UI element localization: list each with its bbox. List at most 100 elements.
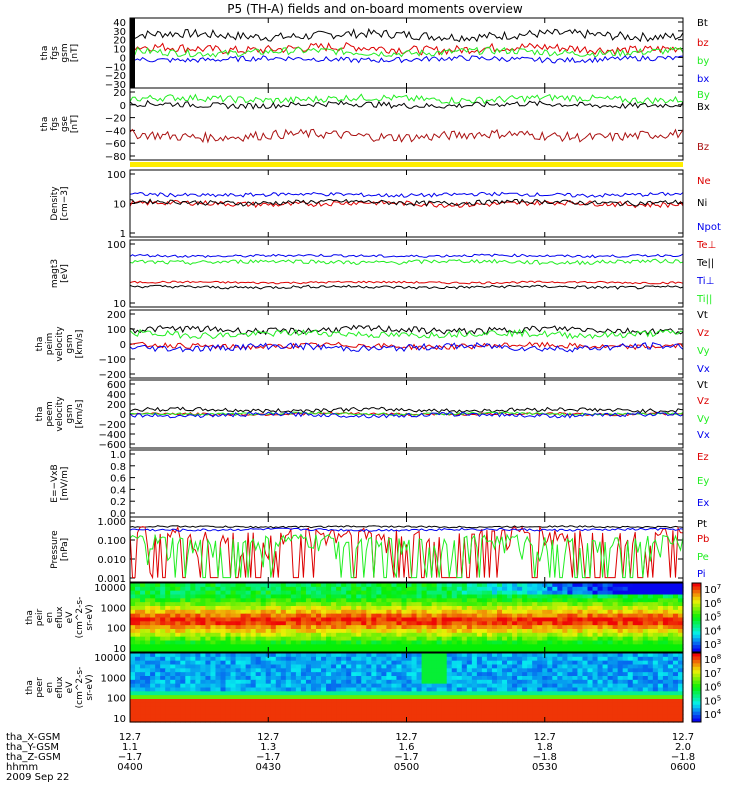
heatmap-cell — [617, 687, 624, 692]
x-tick-label: −1.7 — [118, 752, 142, 763]
heatmap-cell — [582, 660, 589, 666]
heatmap-cell — [255, 606, 262, 611]
heatmap-cell — [285, 644, 292, 649]
heatmap-cell — [215, 609, 222, 615]
heatmap-cell — [562, 629, 568, 634]
heatmap-cell — [391, 602, 398, 607]
heatmap-cell — [456, 617, 463, 622]
heatmap-cell — [456, 613, 463, 619]
heatmap-cell — [260, 583, 267, 588]
heatmap-cell — [270, 636, 277, 642]
heatmap-cell — [677, 706, 684, 712]
heatmap-cell — [496, 606, 503, 611]
heatmap-cell — [562, 683, 568, 689]
heatmap-cell — [562, 586, 568, 592]
heatmap-cell — [502, 632, 508, 638]
heatmap-cell — [471, 648, 478, 653]
heatmap-cell — [491, 632, 498, 638]
heatmap-cell — [215, 683, 222, 689]
heatmap-cell — [130, 606, 136, 611]
heatmap-cell — [220, 602, 227, 607]
heatmap-cell — [436, 602, 443, 607]
heatmap-cell — [316, 668, 322, 673]
heatmap-cell — [532, 679, 538, 685]
heatmap-cell — [552, 606, 558, 611]
heatmap-cell — [356, 676, 362, 681]
heatmap-cell — [275, 660, 282, 666]
heatmap-cell — [160, 640, 166, 645]
heatmap-cell — [190, 602, 196, 607]
heatmap-cell — [446, 636, 453, 642]
heatmap-cell — [195, 710, 201, 715]
heatmap-cell — [245, 683, 252, 689]
heatmap-cell — [165, 683, 171, 689]
heatmap-cell — [597, 699, 604, 704]
heatmap-cell — [180, 621, 186, 626]
colorbar-step — [692, 607, 701, 612]
heatmap-cell — [607, 683, 614, 689]
heatmap-cell — [587, 653, 594, 658]
heatmap-cell — [542, 676, 548, 681]
heatmap-cell — [547, 687, 553, 692]
heatmap-cell — [426, 668, 433, 673]
heatmap-cell — [471, 656, 478, 662]
heatmap-cell — [391, 594, 398, 599]
heatmap-cell — [617, 644, 624, 649]
heatmap-cell — [612, 676, 619, 681]
heatmap-cell — [637, 687, 644, 692]
heatmap-cell — [270, 586, 277, 592]
colorbar-label: 106 — [704, 597, 722, 610]
heatmap-cell — [476, 672, 483, 677]
heatmap-cell — [572, 621, 579, 626]
heatmap-cell — [617, 609, 624, 615]
heatmap-cell — [295, 660, 302, 666]
heatmap-cell — [280, 660, 287, 666]
heatmap-cell — [537, 629, 543, 634]
heatmap-cell — [436, 621, 443, 626]
heatmap-cell — [476, 636, 483, 642]
heatmap-cell — [512, 679, 518, 685]
heatmap-cell — [461, 602, 468, 607]
heatmap-cell — [572, 644, 579, 649]
heatmap-cell — [672, 706, 679, 712]
heatmap-cell — [486, 714, 493, 719]
heatmap-cell — [310, 606, 317, 611]
heatmap-cell — [260, 590, 267, 596]
heatmap-cell — [476, 598, 483, 603]
heatmap-cell — [466, 706, 473, 712]
heatmap-cell — [481, 606, 488, 611]
heatmap-cell — [160, 672, 166, 677]
y-tick-label: 0 — [120, 340, 126, 351]
heatmap-cell — [401, 691, 408, 696]
heatmap-cell — [361, 598, 367, 603]
heatmap-cell — [481, 586, 488, 592]
heatmap-cell — [396, 699, 403, 704]
heatmap-cell — [662, 583, 669, 588]
heatmap-cell — [300, 668, 307, 673]
heatmap-cell — [381, 625, 387, 630]
heatmap-cell — [567, 702, 573, 708]
heatmap-cell — [627, 640, 634, 645]
heatmap-cell — [300, 640, 307, 645]
heatmap-cell — [617, 660, 624, 666]
heatmap-cell — [677, 679, 684, 685]
heatmap-cell — [321, 710, 327, 715]
heatmap-cell — [512, 648, 518, 653]
heatmap-cell — [512, 672, 518, 677]
heatmap-cell — [446, 672, 453, 677]
heatmap-cell — [537, 683, 543, 689]
heatmap-cell — [446, 668, 453, 673]
heatmap-cell — [587, 718, 594, 723]
heatmap-cell — [667, 609, 674, 615]
y-tick-label: 30 — [113, 27, 126, 38]
heatmap-cell — [421, 636, 428, 642]
heatmap-cell — [250, 602, 257, 607]
heatmap-cell — [441, 606, 448, 611]
heatmap-cell — [230, 699, 237, 704]
heatmap-cell — [356, 695, 362, 700]
heatmap-cell — [557, 586, 563, 592]
heatmap-cell — [426, 653, 433, 658]
heatmap-cell — [461, 640, 468, 645]
heatmap-cell — [491, 714, 498, 719]
